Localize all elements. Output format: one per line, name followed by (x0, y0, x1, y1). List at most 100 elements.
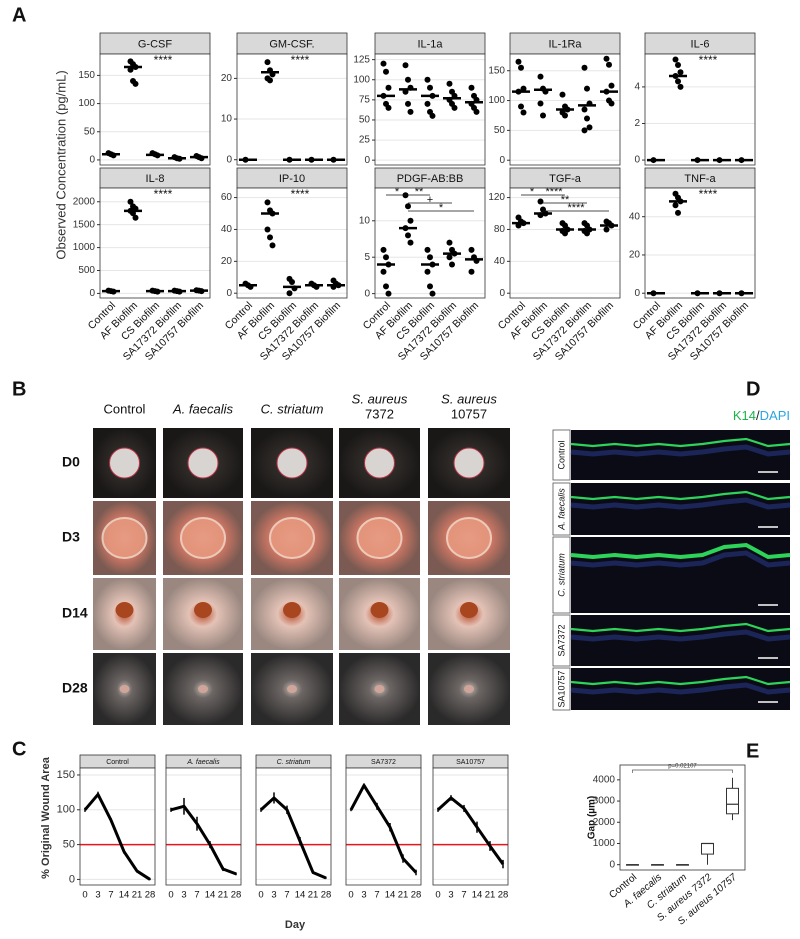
point (675, 209, 681, 216)
point (402, 62, 409, 69)
plot-background (645, 188, 755, 298)
y-tick-label: 500 (78, 265, 95, 276)
x-tick-label: 3 (271, 890, 276, 901)
annotation: **** (567, 202, 585, 214)
panel-title: GM-CSF. (269, 38, 314, 50)
point (385, 104, 392, 111)
y-tick-label: 0 (634, 288, 640, 299)
point (446, 239, 453, 246)
point (380, 60, 387, 67)
annotation: * (439, 202, 444, 214)
x-tick-label: 21 (308, 890, 319, 901)
point (264, 59, 271, 66)
point (518, 64, 524, 71)
x-tick-label: 3 (95, 890, 100, 901)
annotation: **** (154, 53, 173, 67)
annotation: ** (415, 186, 424, 198)
plot-border (165, 767, 242, 886)
label-box (552, 429, 571, 481)
line (259, 796, 327, 880)
x-tick-label: 21 (398, 890, 409, 901)
y-tick-label: 120 (488, 192, 505, 203)
panel-title: TGF-a (549, 173, 582, 185)
row-label: SA10757 (556, 670, 566, 707)
point (584, 115, 590, 122)
label-box (552, 482, 571, 536)
x-tick-label: 14 (205, 890, 216, 901)
epidermis (570, 437, 791, 448)
point (581, 64, 588, 71)
panel-title: IL-8 (146, 173, 165, 185)
x-tick-label: 0 (82, 890, 87, 901)
x-tick-label: 0 (258, 890, 263, 901)
point (520, 109, 527, 116)
point (424, 268, 431, 275)
dapi (570, 550, 791, 568)
y-tick-label: 0 (89, 288, 95, 299)
plot-border (509, 53, 621, 166)
column-header: A. faecalis (172, 401, 233, 416)
y-tick-label: 125 (353, 54, 370, 65)
y-tick-label: 0 (634, 155, 640, 166)
point (537, 100, 544, 107)
panel-title: IL-1Ra (548, 38, 582, 50)
x-tick-label: 28 (321, 890, 332, 901)
annotation: **** (699, 187, 718, 201)
point (520, 85, 527, 92)
point (518, 103, 524, 110)
y-tick-label: 0 (499, 155, 505, 166)
point (537, 73, 544, 80)
wound-site (101, 517, 148, 559)
point (132, 214, 139, 221)
point (672, 202, 679, 209)
y-tick-label: 10 (221, 114, 233, 125)
x-tick-label: 0 (168, 890, 173, 901)
point (383, 254, 389, 261)
row-label: D28 (62, 680, 88, 696)
y-tick-label: 5 (364, 252, 370, 263)
y-tick-label: 0 (69, 873, 75, 885)
box (701, 842, 714, 855)
y-tick-label: 0 (89, 155, 95, 166)
x-tick-label: 3 (448, 890, 453, 901)
y-tick-label: 150 (78, 70, 95, 81)
y-tick-label: 75 (359, 94, 371, 105)
plot-border (432, 767, 509, 886)
plot-border (509, 187, 621, 299)
line (436, 796, 505, 865)
point (540, 112, 546, 119)
row-label: Control (556, 440, 566, 469)
plot-border (644, 53, 756, 166)
y-tick-label: 100 (353, 74, 370, 85)
line (349, 783, 418, 874)
y-tick-label: 50 (84, 126, 96, 137)
point (581, 106, 588, 113)
wound-site (276, 447, 308, 479)
plot-border (236, 187, 348, 299)
column-header: S. aureus (441, 391, 497, 406)
wound-site (287, 685, 297, 693)
x-tick-label: 14 (295, 890, 306, 901)
wound-site (194, 602, 212, 618)
y-tick-label: 150 (57, 769, 75, 781)
plot-border (374, 53, 486, 166)
point (385, 84, 392, 91)
panel-title: IP-10 (279, 173, 305, 185)
point (267, 77, 273, 84)
point (385, 290, 392, 297)
box (726, 787, 739, 815)
point (427, 254, 433, 261)
column-header: C. striatum (261, 401, 324, 416)
epidermis (570, 675, 791, 686)
plot-border (644, 187, 756, 299)
row-label: D14 (62, 605, 88, 621)
wound-site (374, 685, 385, 693)
y-tick-label: 1000 (593, 838, 616, 849)
point (427, 84, 433, 91)
epidermis (570, 542, 791, 560)
plot-background (80, 768, 155, 885)
point (586, 124, 593, 131)
line (170, 804, 237, 876)
